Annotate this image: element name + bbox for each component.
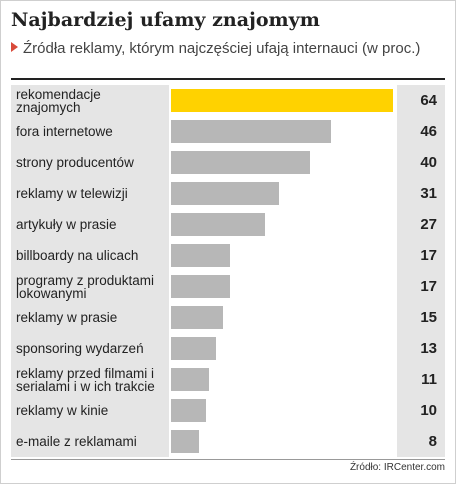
category-label: e-maile z reklamami [16, 434, 137, 449]
category-label: rekomendacje znajomych [16, 86, 101, 115]
chart-subtitle: Źródła reklamy, którym najczęściej ufają… [11, 40, 420, 57]
bar [171, 337, 216, 360]
bar [171, 213, 265, 236]
chart-row: reklamy w kinie 10 [11, 395, 445, 426]
category-label: sponsoring wydarzeń [16, 341, 144, 356]
chart-row: programy z produktami lokowanymi 17 [11, 271, 445, 302]
value-label: 46 [420, 123, 437, 140]
bar [171, 275, 230, 298]
value-label: 10 [420, 402, 437, 419]
bar [171, 368, 209, 391]
bar-track [169, 85, 397, 116]
value-label: 17 [420, 247, 437, 264]
bar [171, 430, 199, 453]
value-label: 31 [420, 185, 437, 202]
category-label: reklamy w prasie [16, 310, 118, 325]
chart-row: fora internetowe 46 [11, 116, 445, 147]
value-label: 8 [428, 433, 437, 450]
value-label: 13 [420, 340, 437, 357]
bar-track [169, 364, 397, 395]
bar-track [169, 240, 397, 271]
category-label: fora internetowe [16, 124, 113, 139]
value-label: 40 [420, 154, 437, 171]
chart-row: strony producentów 40 [11, 147, 445, 178]
value-label: 27 [420, 216, 437, 233]
category-label: reklamy w kinie [16, 403, 109, 418]
chart-row: billboardy na ulicach 17 [11, 240, 445, 271]
category-label: reklamy przed filmami i serialami i w ic… [16, 365, 155, 394]
category-label: artykuły w prasie [16, 217, 117, 232]
chart-title: Najbardziej ufamy znajomym [11, 9, 320, 31]
bar-track [169, 147, 397, 178]
triangle-bullet-icon [11, 42, 18, 52]
top-rule [11, 78, 445, 80]
bar-track [169, 116, 397, 147]
chart-row: rekomendacje znajomych 64 [11, 85, 445, 116]
chart-row: reklamy przed filmami i serialami i w ic… [11, 364, 445, 395]
category-label: billboardy na ulicach [16, 248, 139, 263]
bar-track [169, 426, 397, 457]
bar [171, 399, 206, 422]
chart-row: artykuły w prasie 27 [11, 209, 445, 240]
chart-row: reklamy w prasie 15 [11, 302, 445, 333]
bar [171, 182, 279, 205]
bar [171, 89, 393, 112]
value-label: 15 [420, 309, 437, 326]
bar [171, 306, 223, 329]
bar-track [169, 178, 397, 209]
category-label: strony producentów [16, 155, 134, 170]
value-label: 64 [420, 92, 437, 109]
bar-track [169, 209, 397, 240]
value-label: 17 [420, 278, 437, 295]
bar-chart: rekomendacje znajomych 64 fora internetowe… [11, 85, 445, 457]
bar-track [169, 271, 397, 302]
value-label: 11 [421, 371, 437, 388]
bar-track [169, 395, 397, 426]
bar [171, 244, 230, 267]
bar-track [169, 333, 397, 364]
chart-subtitle-text: Źródła reklamy, którym najczęściej ufają… [23, 40, 421, 57]
bar [171, 151, 310, 174]
bar [171, 120, 331, 143]
chart-row: reklamy w telewizji 31 [11, 178, 445, 209]
bar-track [169, 302, 397, 333]
chart-row: e-maile z reklamami 8 [11, 426, 445, 457]
source-note: Źródło: IRCenter.com [349, 462, 445, 473]
category-label: programy z produktami lokowanymi [16, 272, 155, 301]
bottom-rule [11, 459, 445, 460]
category-label: reklamy w telewizji [16, 186, 128, 201]
chart-row: sponsoring wydarzeń 13 [11, 333, 445, 364]
